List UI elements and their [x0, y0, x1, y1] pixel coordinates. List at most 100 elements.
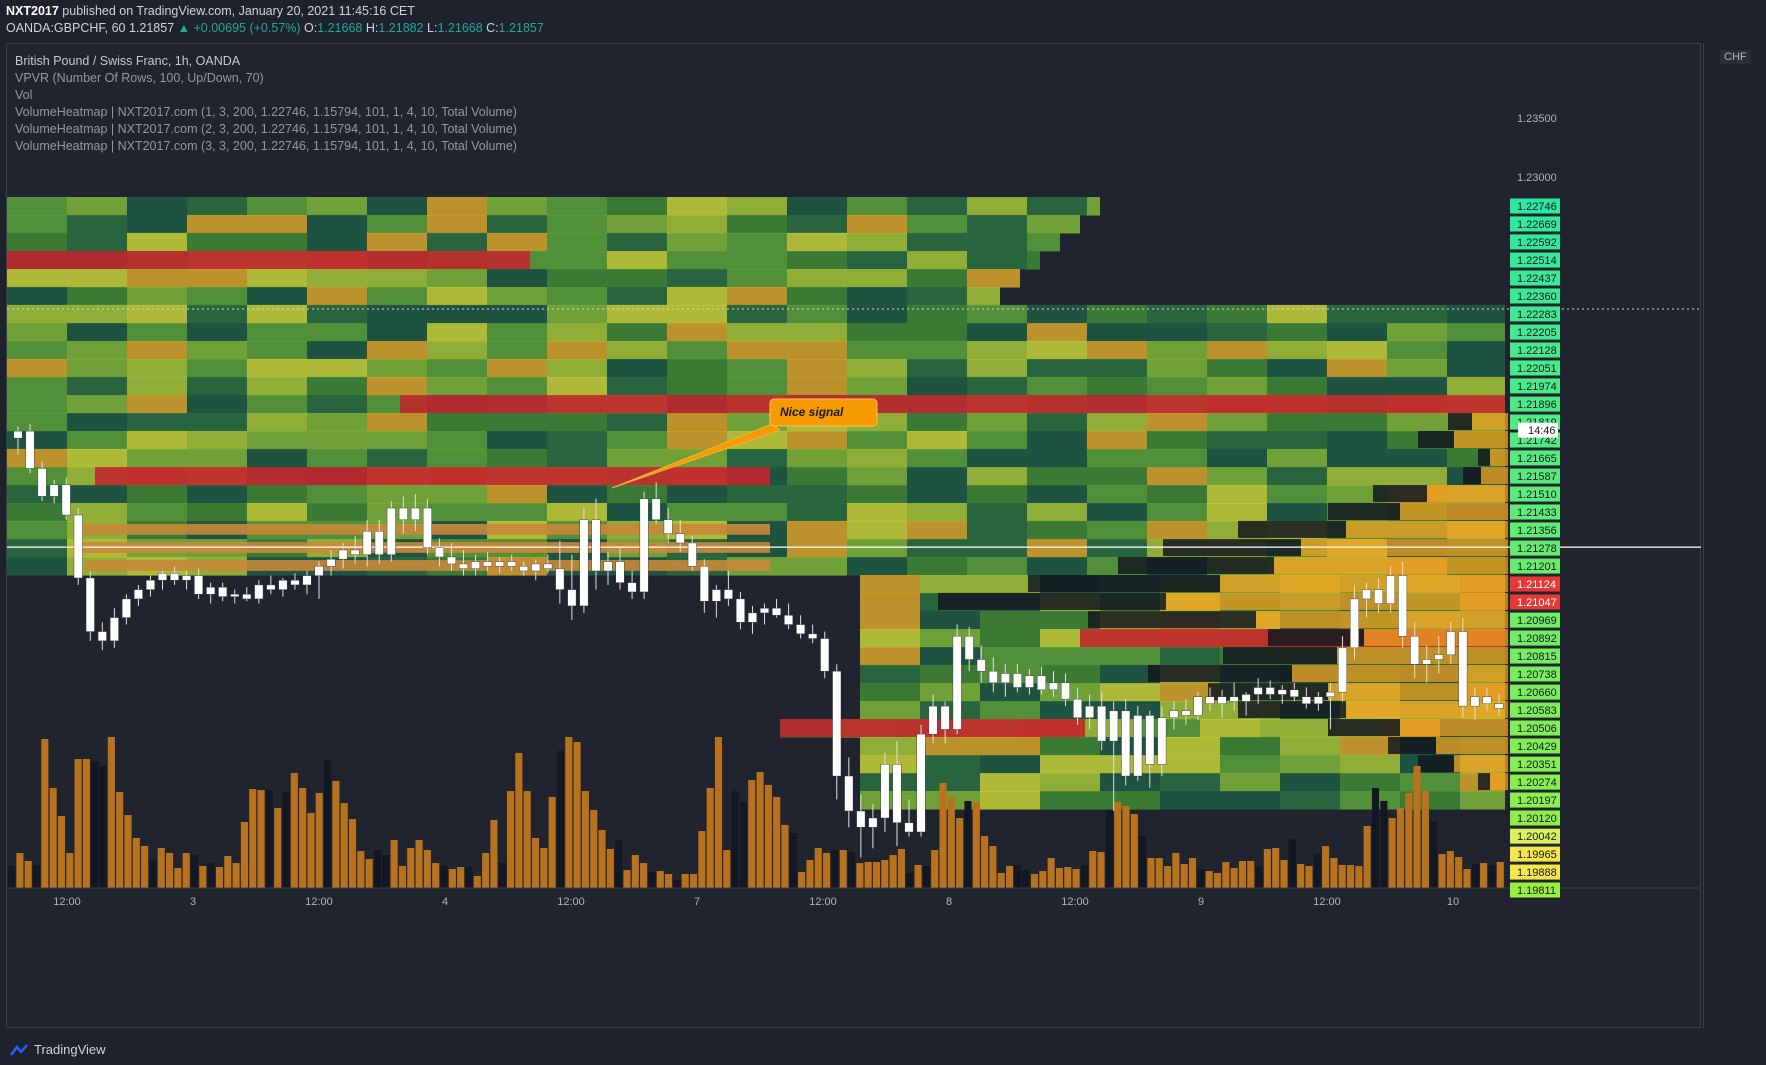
- author-name[interactable]: NXT2017: [6, 4, 59, 18]
- heatmap-cell: [127, 214, 187, 234]
- volume-bar: [748, 780, 756, 888]
- vpvr-bar: [1274, 557, 1508, 575]
- price-level-label: 1.22514: [1517, 255, 1557, 267]
- candle-body: [278, 580, 288, 590]
- volume-bar: [16, 853, 24, 888]
- heatmap-cell: [667, 232, 727, 252]
- volume-bar: [107, 737, 115, 888]
- heatmap-cell: [727, 448, 787, 468]
- heatmap-cell: [727, 323, 787, 342]
- heatmap-cell: [307, 395, 367, 414]
- volume-bar: [1180, 864, 1188, 888]
- heatmap-cell: [1027, 430, 1087, 450]
- heatmap-cell: [487, 304, 547, 324]
- heatmap-cell: [1040, 683, 1100, 702]
- price-scale[interactable]: [1703, 43, 1766, 1028]
- volume-bar: [82, 759, 90, 888]
- candle-body: [49, 484, 59, 497]
- heatmap-cell: [980, 683, 1040, 702]
- x-tick-label: 8: [946, 896, 952, 908]
- heatmap-cell: [367, 358, 427, 378]
- heatmap-cell: [1087, 430, 1147, 450]
- price-level-tag: [1510, 486, 1560, 502]
- volume-bar: [157, 848, 165, 888]
- heatmap-cell: [727, 485, 787, 504]
- heatmap-cell: [1220, 773, 1280, 792]
- heatmap-cell: [1340, 791, 1400, 810]
- volume-bar: [1355, 866, 1363, 888]
- ohlc-bar: OANDA:GBPCHF, 60 1.21857 ▲ +0.00695 (+0.…: [6, 21, 544, 35]
- change-value: ▲ +0.00695 (+0.57%): [177, 21, 301, 35]
- legend-heatmap-1[interactable]: VolumeHeatmap | NXT2017.com (1, 3, 200, …: [15, 105, 517, 119]
- volume-bar: [922, 866, 930, 888]
- heatmap-cell: [727, 232, 787, 252]
- volume-bar: [257, 790, 265, 888]
- candle-body: [1338, 647, 1347, 693]
- legend-heatmap-3[interactable]: VolumeHeatmap | NXT2017.com (3, 3, 200, …: [15, 139, 517, 153]
- price-level-label: 1.22128: [1517, 345, 1557, 357]
- heatmap-cell: [427, 502, 487, 522]
- volume-bar: [906, 873, 914, 888]
- heatmap-cell: [787, 502, 847, 522]
- heatmap-cell: [980, 611, 1040, 630]
- candle-body: [615, 561, 625, 583]
- heatmap-cell: [727, 251, 787, 270]
- volume-bar: [1297, 864, 1305, 888]
- vpvr-bar: [1346, 701, 1508, 719]
- currency-label[interactable]: CHF: [1720, 50, 1751, 64]
- volume-bar: [1455, 857, 1463, 888]
- candle-body: [1289, 689, 1299, 698]
- price-level-tag: [1510, 810, 1560, 826]
- heatmap-cell: [1100, 664, 1160, 684]
- candle-body: [567, 589, 577, 607]
- volume-bar: [398, 866, 406, 888]
- volume-bar: [964, 801, 972, 888]
- volume-bar: [448, 869, 456, 888]
- vpvr-bar-down: [1238, 520, 1346, 538]
- heatmap-cell: [967, 539, 1027, 558]
- heatmap-cell: [7, 304, 67, 324]
- x-tick-label: 12:00: [557, 896, 585, 908]
- legend-heatmap-2[interactable]: VolumeHeatmap | NXT2017.com (2, 3, 200, …: [15, 122, 517, 136]
- candle-body: [447, 556, 456, 565]
- volume-bar: [66, 853, 74, 888]
- heatmap-cell: [427, 269, 487, 288]
- heatmap-cell: [127, 358, 187, 378]
- volume-bar: [423, 850, 431, 888]
- volume-bar: [631, 855, 639, 888]
- price-level-tag: [1510, 864, 1560, 880]
- volume-bar: [731, 791, 739, 888]
- heatmap-cell: [1220, 791, 1280, 810]
- heatmap-cell: [247, 197, 307, 216]
- price-level-label: 1.21587: [1517, 471, 1557, 483]
- price-level-tag: [1510, 288, 1560, 304]
- heatmap-cell: [1027, 214, 1080, 234]
- volume-bar: [1039, 871, 1047, 888]
- heatmap-cell: [1460, 791, 1505, 810]
- heatmap-cell: [427, 323, 487, 342]
- candle-body: [73, 514, 83, 579]
- heatmap-cell: [487, 502, 547, 522]
- price-level-tag: [1510, 198, 1560, 214]
- heatmap-cell: [967, 214, 1027, 234]
- heatmap-cell: [367, 197, 427, 216]
- heatmap-cell: [67, 197, 127, 216]
- heatmap-cell: [307, 323, 367, 342]
- legend-vpvr[interactable]: VPVR (Number Of Rows, 100, Up/Down, 70): [15, 71, 264, 85]
- legend-volume[interactable]: Vol: [15, 88, 33, 102]
- heatmap-cell: [427, 232, 487, 252]
- candle-body: [543, 563, 553, 569]
- heatmap-cell: [547, 376, 607, 396]
- legend-title[interactable]: British Pound / Swiss Franc, 1h, OANDA: [15, 54, 241, 68]
- price-level-tag: [1510, 558, 1560, 574]
- heatmap-cell: [607, 214, 667, 234]
- price-level-tag: [1510, 270, 1560, 286]
- brand-name[interactable]: TradingView: [34, 1042, 106, 1057]
- heatmap-cell: [1040, 664, 1100, 684]
- heatmap-cell: [127, 413, 187, 432]
- heatmap-cell: [127, 395, 187, 414]
- heatmap-cell: [67, 341, 127, 360]
- heatmap-cell: [967, 251, 1027, 270]
- heatmap-cell: [1147, 448, 1207, 468]
- volume-bar: [540, 848, 548, 888]
